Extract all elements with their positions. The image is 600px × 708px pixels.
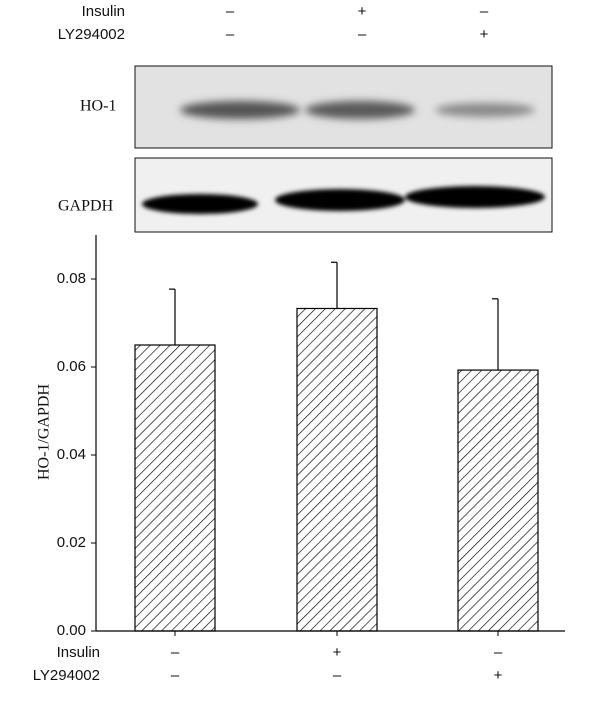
- condition-sign: –: [226, 3, 235, 20]
- condition-sign: +: [333, 644, 342, 661]
- condition-sign: –: [494, 644, 503, 661]
- y-tick-label: 0.08: [57, 270, 86, 287]
- condition-sign: –: [333, 667, 342, 684]
- condition-label: LY294002: [58, 26, 125, 43]
- condition-sign: –: [226, 26, 235, 43]
- y-tick-label: 0.04: [57, 446, 86, 463]
- bar: [134, 344, 216, 632]
- y-axis-label: HO-1/GAPDH: [36, 384, 53, 480]
- bands: [180, 101, 535, 119]
- condition-sign: +: [480, 26, 489, 43]
- y-tick-label: 0.00: [57, 622, 86, 639]
- bands: [142, 186, 545, 214]
- condition-sign: +: [358, 3, 367, 20]
- blot-row-label: GAPDH: [58, 198, 114, 215]
- bar: [296, 307, 378, 632]
- blot-row-label: HO-1: [80, 98, 116, 115]
- condition-sign: –: [171, 644, 180, 661]
- condition-label: LY294002: [33, 667, 100, 684]
- condition-sign: –: [171, 667, 180, 684]
- y-tick-label: 0.02: [57, 534, 86, 551]
- condition-label: Insulin: [82, 3, 125, 20]
- y-tick-label: 0.06: [57, 358, 86, 375]
- condition-sign: –: [358, 26, 367, 43]
- condition-sign: –: [480, 3, 489, 20]
- condition-sign: +: [494, 667, 503, 684]
- condition-label: Insulin: [57, 644, 100, 661]
- bar: [457, 369, 539, 632]
